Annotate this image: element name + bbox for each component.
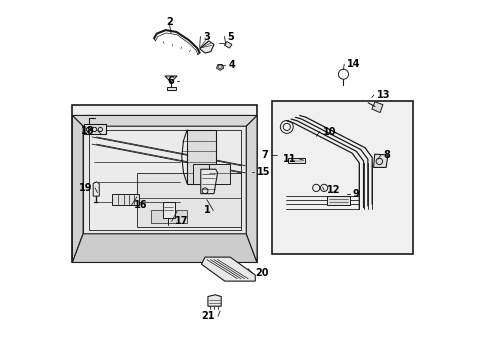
- Polygon shape: [151, 211, 187, 223]
- Polygon shape: [224, 41, 231, 48]
- Text: 14: 14: [346, 59, 360, 69]
- Polygon shape: [72, 116, 83, 262]
- Polygon shape: [201, 169, 217, 194]
- Polygon shape: [199, 41, 214, 53]
- Polygon shape: [72, 116, 257, 126]
- Polygon shape: [371, 102, 382, 113]
- Text: 12: 12: [326, 185, 340, 195]
- Text: 8: 8: [383, 150, 390, 160]
- Text: 17: 17: [174, 216, 188, 226]
- Text: 19: 19: [79, 183, 92, 193]
- Polygon shape: [72, 234, 257, 262]
- Text: 9: 9: [352, 189, 359, 199]
- Text: 13: 13: [376, 90, 389, 100]
- Polygon shape: [88, 130, 241, 230]
- Polygon shape: [187, 130, 215, 184]
- Polygon shape: [373, 154, 387, 167]
- Polygon shape: [216, 64, 223, 70]
- Text: 2: 2: [165, 17, 172, 27]
- Text: 3: 3: [203, 32, 209, 41]
- Text: 11: 11: [283, 154, 296, 164]
- Polygon shape: [163, 202, 174, 218]
- Polygon shape: [287, 158, 304, 163]
- Text: 16: 16: [134, 200, 147, 210]
- Polygon shape: [207, 295, 221, 306]
- Text: 10: 10: [322, 127, 335, 136]
- Polygon shape: [326, 196, 349, 205]
- Text: 21: 21: [201, 311, 215, 321]
- Polygon shape: [201, 257, 255, 281]
- Polygon shape: [192, 164, 208, 184]
- Polygon shape: [164, 76, 177, 82]
- Polygon shape: [167, 87, 176, 90]
- Text: 20: 20: [255, 268, 268, 278]
- Text: 18: 18: [81, 126, 94, 135]
- Text: 1: 1: [203, 206, 210, 216]
- Text: 5: 5: [227, 32, 234, 41]
- Polygon shape: [72, 105, 257, 262]
- Polygon shape: [93, 182, 99, 196]
- Text: 6: 6: [167, 76, 174, 86]
- Polygon shape: [272, 101, 412, 253]
- Polygon shape: [208, 164, 230, 184]
- Polygon shape: [137, 173, 241, 226]
- Polygon shape: [83, 116, 246, 234]
- Polygon shape: [112, 194, 139, 205]
- Text: 7: 7: [261, 150, 267, 160]
- Polygon shape: [83, 125, 106, 134]
- Text: 4: 4: [228, 60, 235, 70]
- Polygon shape: [218, 65, 222, 69]
- Text: 15: 15: [257, 167, 270, 177]
- Polygon shape: [246, 116, 257, 262]
